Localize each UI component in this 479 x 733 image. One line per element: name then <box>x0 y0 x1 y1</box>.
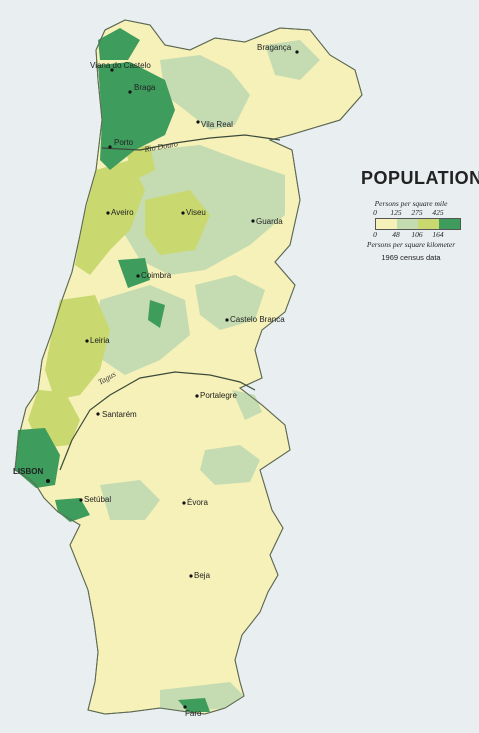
city-dot <box>183 705 187 709</box>
city-dot <box>128 90 132 94</box>
legend-swatch <box>418 219 439 229</box>
legend-mile-label: Persons per square mile <box>374 199 448 208</box>
map-legend: POPULATION Persons per square mile 0 125… <box>352 168 479 262</box>
city-markers <box>46 50 299 709</box>
legend-tick: 0 <box>373 230 377 239</box>
city-dot <box>79 498 83 502</box>
legend-mile-ticks: 0 125 275 425 <box>352 208 470 218</box>
density-zone-light <box>95 285 190 375</box>
city-label-lisbon: LISBON <box>13 467 43 476</box>
density-zone-mid <box>45 295 110 400</box>
city-dot <box>195 394 199 398</box>
city-label-braga: Braga <box>134 83 156 92</box>
city-dot <box>46 479 50 483</box>
city-label-beja: Beja <box>194 571 211 580</box>
density-zone-mid <box>145 190 210 255</box>
city-dot <box>181 211 185 215</box>
city-label-castelo-branco: Castelo Branca <box>230 315 285 324</box>
city-label-faro: Faro <box>185 709 202 718</box>
density-zone-light <box>160 682 244 712</box>
city-dot <box>189 574 193 578</box>
legend-tick: 0 <box>373 208 377 217</box>
legend-tick: 275 <box>411 208 423 217</box>
density-zone-light <box>232 390 262 420</box>
douro-river <box>101 134 281 151</box>
density-zone-dense <box>98 62 175 170</box>
city-label-guarda: Guarda <box>256 217 283 226</box>
city-label-braganca: Bragança <box>257 43 292 52</box>
city-dot <box>225 318 229 322</box>
city-dot <box>85 339 89 343</box>
city-dot <box>251 219 255 223</box>
legend-swatch <box>376 219 397 229</box>
density-zone-mid <box>125 145 155 180</box>
city-label-setubal: Setúbal <box>84 495 111 504</box>
portugal-border <box>14 19 363 715</box>
city-label-viseu: Viseu <box>186 208 206 217</box>
legend-swatch <box>397 219 418 229</box>
density-zone-dense <box>148 300 165 328</box>
city-dot <box>196 120 200 124</box>
legend-tick: 164 <box>432 230 444 239</box>
legend-tick: 106 <box>411 230 423 239</box>
legend-tick: 425 <box>432 208 444 217</box>
density-zone-light <box>265 40 320 80</box>
city-dot <box>96 412 100 416</box>
city-label-viana: Viana do Castelo <box>90 61 151 70</box>
map-title: POPULATION <box>361 168 479 188</box>
legend-tick: 48 <box>392 230 400 239</box>
city-label-portalegre: Portalegre <box>200 391 237 400</box>
city-label-santarem: Santarém <box>102 410 137 419</box>
density-zone-light <box>200 445 260 485</box>
legend-swatches <box>375 218 461 230</box>
census-note: 1969 census data <box>381 253 441 262</box>
legend-swatch <box>439 219 460 229</box>
tagus-river <box>59 371 256 471</box>
city-label-porto: Porto <box>114 138 134 147</box>
city-dot <box>182 501 186 505</box>
density-zone-mid <box>75 160 145 275</box>
city-label-evora: Évora <box>187 498 208 507</box>
city-dot <box>106 211 110 215</box>
density-zone-light <box>160 55 250 130</box>
density-zone-dense <box>178 698 210 712</box>
city-label-vila-real: Vila Real <box>201 120 233 129</box>
legend-tick: 125 <box>390 208 402 217</box>
city-label-coimbra: Coimbra <box>141 271 172 280</box>
city-label-leiria: Leiria <box>90 336 110 345</box>
density-zone-dense <box>98 28 140 60</box>
density-zone-light <box>100 480 160 520</box>
density-zone-dense <box>15 428 60 488</box>
city-dot <box>295 50 299 54</box>
density-zone-light <box>195 275 265 330</box>
city-dot <box>108 145 112 149</box>
legend-km-ticks: 0 48 106 164 <box>352 230 470 240</box>
density-zone-dense <box>118 258 150 288</box>
density-zone-dense <box>55 498 90 522</box>
city-dot <box>110 68 114 72</box>
city-label-aveiro: Aveiro <box>111 208 134 217</box>
legend-km-label: Persons per square kilometer <box>366 240 456 249</box>
city-dot <box>136 274 140 278</box>
